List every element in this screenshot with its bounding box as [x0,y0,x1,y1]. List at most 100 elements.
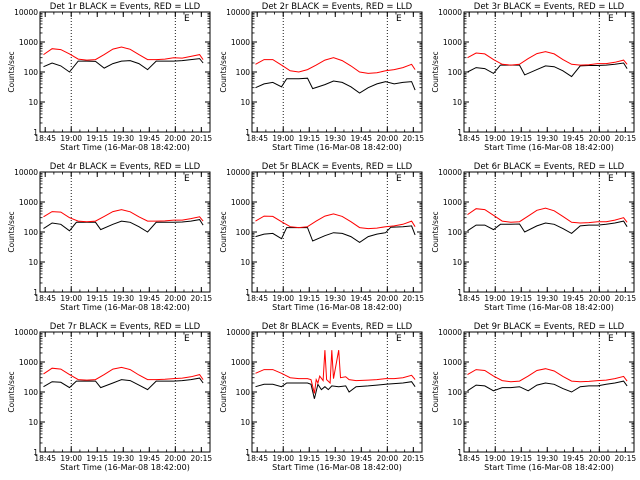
det1r-xtick-label: 19:00 [60,134,82,143]
det9r-xtick-label: 19:15 [510,454,532,463]
det9r-y-axis-label: Counts/sec [431,371,440,412]
det6r-ytick-label: 1 [457,288,462,297]
det8r-x-axis-label: Start Time (16-Mar-08 18:42:00) [272,463,402,472]
det1r-ytick-label: 100 [24,68,39,77]
det8r-xtick-label: 19:15 [298,454,320,463]
det2r-frame [251,11,423,133]
det4r-panel: Det 4r BLACK = Events, RED = LLD E 1 10 100 1… [7,162,212,312]
det1r-xtick-label: 19:45 [138,134,160,143]
det8r-xtick-label: 18:45 [246,454,268,463]
det6r-xtick-label: 19:45 [562,294,584,303]
det2r-y-axis-label: Counts/sec [219,51,228,92]
det5r-flag-label: E [396,174,402,184]
det4r-xtick-label: 19:30 [112,294,134,303]
det3r-xtick-label: 18:45 [458,134,480,143]
det4r-xtick-label: 19:00 [60,294,82,303]
det4r-ytick-label: 10 [28,258,38,267]
det7r-xtick-label: 19:30 [112,454,134,463]
det4r-lld-line [43,209,204,223]
det8r-title: Det 8r BLACK = Events, RED = LLD [262,322,413,332]
det6r-ytick-label: 10000 [438,168,462,177]
det3r-ytick-label: 10 [452,98,462,107]
det6r-flag-label: E [608,174,614,184]
det9r-frame [463,331,635,453]
det8r-flag-label: E [396,334,402,344]
det9r-ytick-label: 10 [452,418,462,427]
det2r-xtick-label: 19:30 [324,134,346,143]
det1r-y-axis-label: Counts/sec [7,51,16,92]
det6r-xtick-label: 20:15 [615,294,637,303]
det4r-x-axis-label: Start Time (16-Mar-08 18:42:00) [60,303,190,312]
det6r-panel: Det 6r BLACK = Events, RED = LLD E 1 10 100 1… [431,162,636,312]
det4r-events-line [43,219,204,233]
det2r-xtick-label: 18:45 [246,134,268,143]
det5r-events-line [255,225,416,244]
det6r-x-axis-label: Start Time (16-Mar-08 18:42:00) [484,303,614,312]
det7r-title: Det 7r BLACK = Events, RED = LLD [50,322,201,332]
det3r-ytick-label: 10000 [438,8,462,17]
det9r-xtick-label: 20:00 [588,454,610,463]
det8r-ytick-label: 100 [236,388,251,397]
det3r-ytick-label: 1000 [443,38,462,47]
det2r-xtick-label: 20:00 [376,134,398,143]
det5r-xtick-label: 18:45 [246,294,268,303]
det2r-lld-line [255,57,416,74]
det5r-title: Det 5r BLACK = Events, RED = LLD [262,162,413,172]
det1r-xtick-label: 19:30 [112,134,134,143]
det7r-ytick-label: 1 [33,448,38,457]
det4r-ytick-label: 100 [24,228,39,237]
det5r-xtick-label: 19:00 [272,294,294,303]
det1r-ytick-label: 10 [28,98,38,107]
det7r-xtick-label: 18:45 [34,454,56,463]
det9r-xtick-label: 19:30 [536,454,558,463]
det9r-xtick-label: 18:45 [458,454,480,463]
det7r-flag-label: E [184,334,190,344]
det9r-x-axis-label: Start Time (16-Mar-08 18:42:00) [484,463,614,472]
det3r-xtick-label: 20:15 [615,134,637,143]
det7r-frame [39,331,211,453]
det5r-ytick-label: 1000 [231,198,250,207]
det9r-panel: Det 9r BLACK = Events, RED = LLD E 1 10 100 1… [431,322,636,472]
det7r-xtick-label: 20:00 [164,454,186,463]
det8r-ytick-label: 10 [240,418,250,427]
det9r-title: Det 9r BLACK = Events, RED = LLD [474,322,625,332]
det6r-xtick-label: 20:00 [588,294,610,303]
det1r-xtick-label: 20:15 [191,134,213,143]
det9r-ytick-label: 10000 [438,328,462,337]
det4r-y-axis-label: Counts/sec [7,211,16,252]
det3r-frame [463,11,635,133]
det8r-ytick-label: 1000 [231,358,250,367]
det8r-lld-line [255,350,416,394]
det8r-xtick-label: 20:15 [403,454,425,463]
det6r-xtick-label: 19:30 [536,294,558,303]
det4r-ytick-label: 10000 [14,168,38,177]
det3r-events-line [467,62,628,78]
det7r-ytick-label: 10 [28,418,38,427]
det3r-title: Det 3r BLACK = Events, RED = LLD [474,2,625,12]
det8r-ytick-label: 10000 [226,328,250,337]
det1r-lld-line [43,46,204,61]
det7r-ytick-label: 1000 [19,358,38,367]
det5r-x-axis-label: Start Time (16-Mar-08 18:42:00) [272,303,402,312]
det7r-ytick-label: 100 [24,388,39,397]
det2r-xtick-label: 20:15 [403,134,425,143]
det2r-xtick-label: 19:45 [350,134,372,143]
det3r-panel: Det 3r BLACK = Events, RED = LLD E 1 10 100 1… [431,2,636,152]
det1r-ytick-label: 1000 [19,38,38,47]
det9r-lld-line [467,368,628,383]
det6r-ytick-label: 10 [452,258,462,267]
det4r-flag-label: E [184,174,190,184]
det5r-ytick-label: 10000 [226,168,250,177]
det1r-xtick-label: 18:45 [34,134,56,143]
det8r-frame [251,331,423,453]
det2r-events-line [255,77,416,94]
det3r-x-axis-label: Start Time (16-Mar-08 18:42:00) [484,143,614,152]
det4r-xtick-label: 18:45 [34,294,56,303]
det2r-xtick-label: 19:00 [272,134,294,143]
det6r-xtick-label: 18:45 [458,294,480,303]
det8r-xtick-label: 19:45 [350,454,372,463]
det9r-ytick-label: 100 [448,388,463,397]
det6r-ytick-label: 1000 [443,198,462,207]
det7r-ytick-label: 10000 [14,328,38,337]
